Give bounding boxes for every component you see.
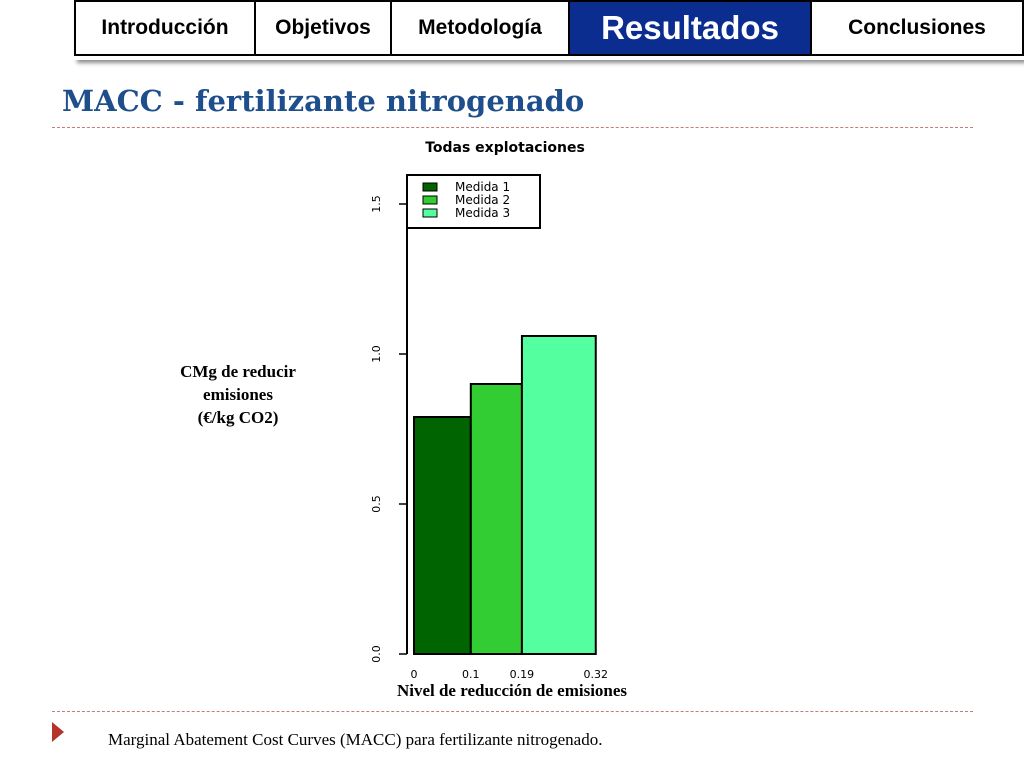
x-axis-label: Nivel de reducción de emisiones xyxy=(396,681,628,700)
y-axis-label-line-1: CMg de reducir xyxy=(180,362,296,381)
legend-label-2: Medida 2 xyxy=(455,193,510,207)
bar-1 xyxy=(413,416,472,655)
divider-bottom xyxy=(52,711,973,712)
slide-caption: Marginal Abatement Cost Curves (MACC) pa… xyxy=(108,730,603,749)
divider-top xyxy=(52,127,973,128)
y-tick-label-0: 0.0 xyxy=(370,645,383,663)
legend-swatch-2 xyxy=(422,195,438,205)
x-tick-label-3: 0.32 xyxy=(584,668,609,681)
tab-conclusiones[interactable]: Conclusiones xyxy=(810,0,1024,56)
y-axis-label-line-3: (€/kg CO2) xyxy=(197,408,279,427)
legend-swatch-3 xyxy=(422,208,438,218)
tab-introduccion[interactable]: Introducción xyxy=(74,0,256,56)
legend-label-1: Medida 1 xyxy=(455,180,510,194)
legend-swatch-1 xyxy=(422,182,438,192)
tab-metodologia[interactable]: Metodología xyxy=(390,0,570,56)
slide-title: MACC - fertilizante nitrogenado xyxy=(62,84,585,118)
chart-title: Todas explotaciones xyxy=(425,140,585,156)
y-axis-label: CMg de reducir emisiones (€/kg CO2) xyxy=(148,360,328,429)
bullet-arrow-icon xyxy=(52,722,64,742)
x-tick-label-1: 0.1 xyxy=(462,668,480,681)
x-tick-label-2: 0.19 xyxy=(510,668,535,681)
y-tick-label-2: 1.0 xyxy=(370,345,383,363)
x-tick-label-0: 0 xyxy=(411,668,418,681)
bar-2 xyxy=(469,383,523,655)
navigation-bar: Introducción Objetivos Metodología Resul… xyxy=(74,0,1024,60)
y-tick-label-3: 1.5 xyxy=(370,195,383,213)
bar-3 xyxy=(520,335,597,655)
y-tick-label-1: 0.5 xyxy=(370,495,383,513)
y-axis-label-line-2: emisiones xyxy=(203,385,273,404)
legend-label-3: Medida 3 xyxy=(455,206,510,220)
